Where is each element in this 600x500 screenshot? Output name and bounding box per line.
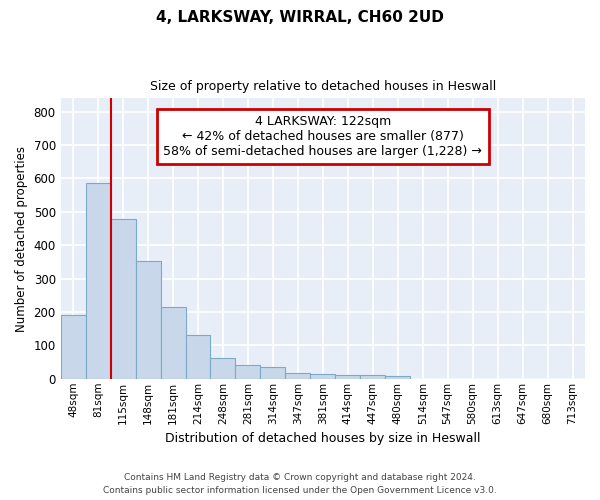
Bar	[86, 184, 110, 379]
Bar	[161, 307, 185, 379]
Text: Contains HM Land Registry data © Crown copyright and database right 2024.
Contai: Contains HM Land Registry data © Crown c…	[103, 474, 497, 495]
Text: 4, LARKSWAY, WIRRAL, CH60 2UD: 4, LARKSWAY, WIRRAL, CH60 2UD	[156, 10, 444, 25]
Bar	[310, 374, 335, 379]
Bar	[61, 316, 86, 379]
Bar	[385, 376, 410, 379]
Bar	[360, 376, 385, 379]
Bar	[211, 358, 235, 379]
Text: 4 LARKSWAY: 122sqm
← 42% of detached houses are smaller (877)
58% of semi-detach: 4 LARKSWAY: 122sqm ← 42% of detached hou…	[163, 115, 482, 158]
Bar	[335, 375, 360, 379]
Title: Size of property relative to detached houses in Heswall: Size of property relative to detached ho…	[150, 80, 496, 93]
X-axis label: Distribution of detached houses by size in Heswall: Distribution of detached houses by size …	[165, 432, 481, 445]
Bar	[185, 336, 211, 379]
Bar	[110, 218, 136, 379]
Y-axis label: Number of detached properties: Number of detached properties	[15, 146, 28, 332]
Bar	[235, 364, 260, 379]
Bar	[260, 367, 286, 379]
Bar	[136, 262, 161, 379]
Bar	[286, 373, 310, 379]
